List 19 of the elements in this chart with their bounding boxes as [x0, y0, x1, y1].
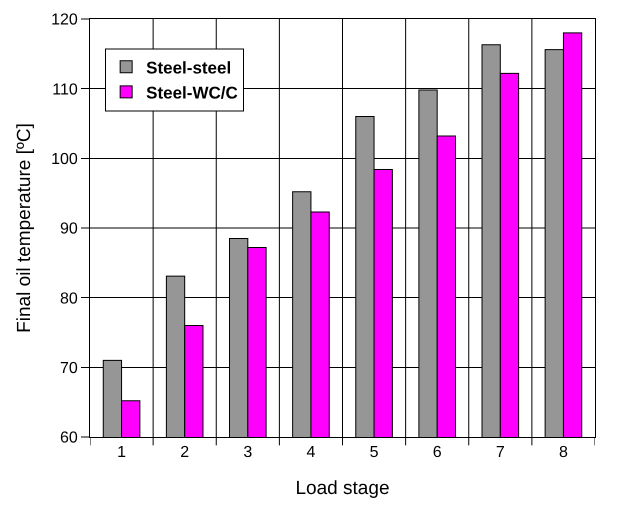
- legend-label: Steel-WC/C: [146, 84, 238, 103]
- y-tick-label: 110: [52, 81, 78, 98]
- x-axis-title: Load stage: [295, 478, 390, 499]
- y-tick-label: 70: [60, 360, 78, 377]
- legend-label: Steel-steel: [146, 58, 232, 78]
- x-tick-label: 1: [117, 444, 126, 462]
- x-tick-label: 5: [370, 444, 379, 462]
- x-tick-label: 8: [558, 444, 568, 462]
- x-tick-label: 4: [306, 444, 316, 462]
- x-tick-label: 7: [496, 444, 505, 462]
- y-tick-label: 90: [60, 220, 78, 238]
- y-tick-label: 100: [51, 150, 78, 168]
- x-tick-label: 3: [243, 444, 252, 462]
- y-tick-label: 60: [60, 430, 78, 447]
- x-tick-label: 2: [180, 444, 190, 462]
- y-tick-label: 80: [60, 290, 78, 308]
- y-tick-label: 120: [51, 12, 78, 29]
- x-tick-label: 6: [432, 444, 442, 462]
- y-axis-title: Final oil temperature [ºC]: [14, 123, 35, 333]
